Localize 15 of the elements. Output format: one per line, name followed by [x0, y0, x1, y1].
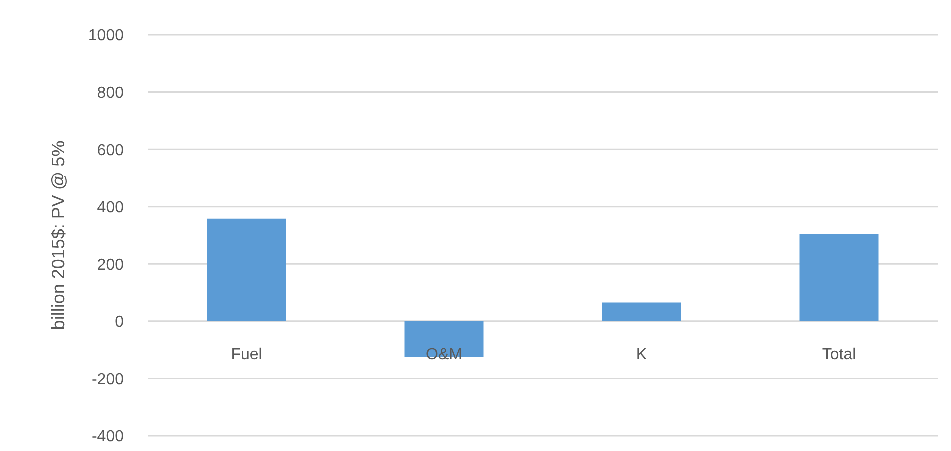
bar — [602, 302, 682, 322]
y-tick-label: -400 — [92, 428, 124, 446]
y-tick-label: 200 — [97, 256, 124, 274]
y-axis-title: billion 2015$: PV @ 5% — [48, 140, 68, 330]
x-tick-label: K — [636, 346, 648, 364]
y-tick-label: 600 — [97, 142, 124, 160]
x-tick-label: Fuel — [231, 346, 262, 364]
y-tick-label: 0 — [115, 314, 124, 332]
y-tick-label: 1000 — [88, 28, 124, 45]
bar — [207, 218, 286, 322]
bar — [800, 234, 879, 322]
y-tick-label: -200 — [92, 371, 124, 388]
x-tick-label: Total — [822, 346, 856, 364]
y-tick-label: 800 — [97, 84, 124, 102]
y-tick-label: 400 — [97, 200, 124, 217]
